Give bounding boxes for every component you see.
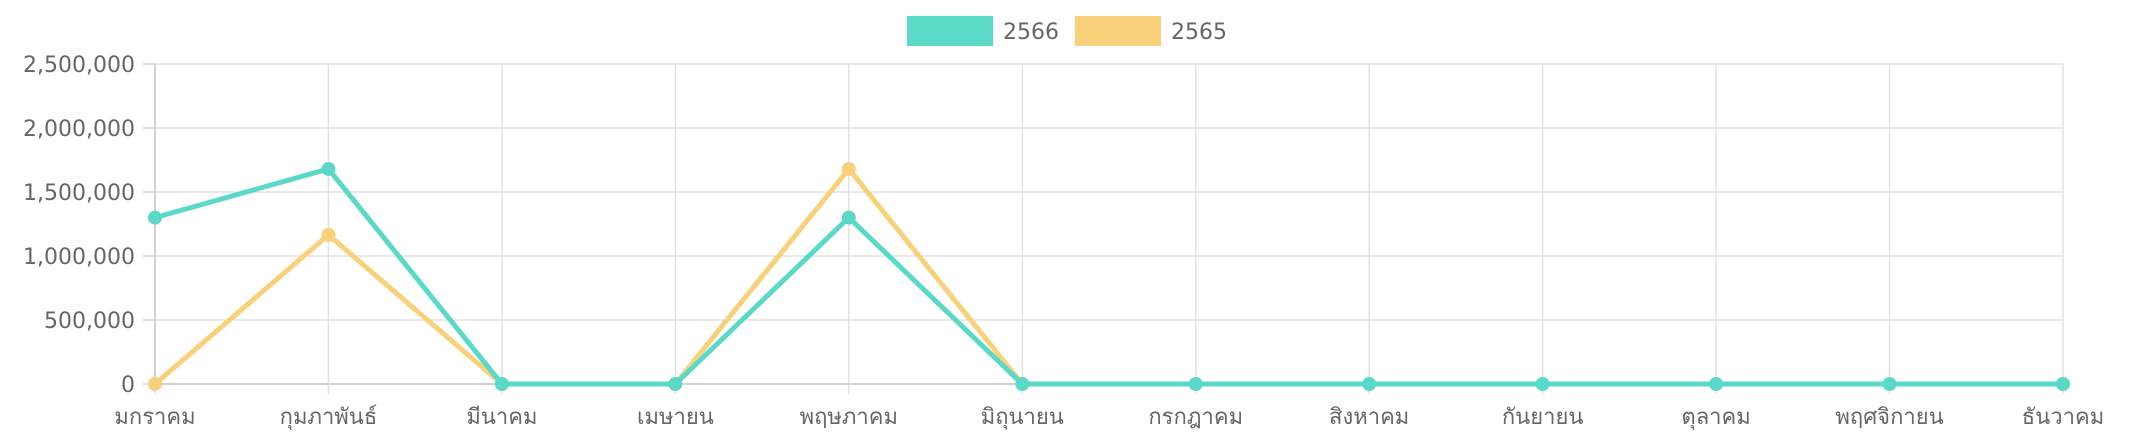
series-lines <box>148 161 2070 391</box>
data-point <box>1535 377 1550 391</box>
x-tick-label: พฤษภาคม <box>800 405 898 430</box>
data-point <box>494 377 509 391</box>
data-point <box>1015 377 1030 391</box>
series-line <box>152 166 1025 387</box>
legend-item-2566[interactable]: 2566 <box>907 16 1059 46</box>
x-tick-label: พฤศจิกายน <box>1835 405 1943 430</box>
legend-swatch <box>907 16 993 46</box>
x-tick-label: มีนาคม <box>466 405 537 430</box>
x-tick-label: กรกฎาคม <box>1148 405 1243 430</box>
legend-label: 2566 <box>1003 20 1059 45</box>
data-point <box>668 377 683 391</box>
data-point <box>148 210 162 225</box>
axes: 0 500,000 1,000,000 1,500,000 2,000,000 2,500… <box>23 53 2104 430</box>
legend[interactable]: 2566 2565 <box>907 16 1227 46</box>
x-tick-label: ธันวาคม <box>2022 405 2104 430</box>
y-tick-label: 1,000,000 <box>23 245 135 270</box>
y-tick-label: 0 <box>121 373 135 398</box>
x-tick-label: เมษายน <box>637 405 714 430</box>
data-point <box>2056 377 2070 391</box>
data-point <box>1882 377 1897 391</box>
data-point <box>1188 377 1203 391</box>
x-tick-label: มกราคม <box>114 405 195 430</box>
legend-swatch <box>1075 16 1161 46</box>
series-2566 <box>148 161 2070 391</box>
y-tick-label: 2,500,000 <box>23 53 135 78</box>
y-tick-label: 2,000,000 <box>23 117 135 142</box>
data-point <box>841 161 856 176</box>
series-line <box>152 166 2066 387</box>
x-tick-label: กันยายน <box>1502 405 1584 430</box>
y-tick-label: 1,500,000 <box>23 181 135 206</box>
legend-item-2565[interactable]: 2565 <box>1075 16 1227 46</box>
data-point <box>1709 377 1724 391</box>
x-tick-label: กุมภาพันธ์ <box>280 405 378 430</box>
grid <box>143 63 2064 394</box>
series-2565 <box>148 161 1030 391</box>
legend-label: 2565 <box>1171 20 1227 45</box>
x-tick-label: มิถุนายน <box>981 405 1064 430</box>
data-point <box>1362 377 1377 391</box>
data-point <box>321 161 336 176</box>
data-point <box>321 227 336 242</box>
x-tick-label: ตุลาคม <box>1681 405 1750 430</box>
data-point <box>841 210 856 225</box>
data-point <box>148 377 162 391</box>
x-tick-label: สิงหาคม <box>1329 405 1409 430</box>
y-tick-label: 500,000 <box>44 309 135 334</box>
